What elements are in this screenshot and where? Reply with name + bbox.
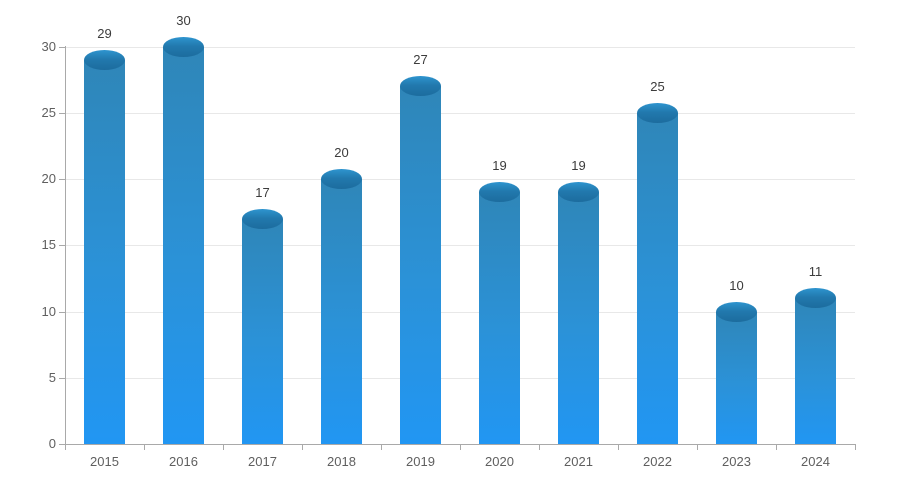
x-tick-label: 2018 — [327, 454, 356, 469]
bar-value-label: 27 — [413, 52, 428, 68]
y-axis-tick — [59, 46, 65, 48]
bar-value-label: 11 — [808, 264, 823, 280]
y-axis-line — [65, 46, 66, 445]
bar-value-label: 10 — [729, 277, 744, 293]
y-axis-tick — [59, 311, 65, 313]
bar-value-label: 19 — [571, 158, 586, 174]
y-tick-label: 5 — [48, 369, 56, 385]
y-axis-tick — [59, 179, 65, 180]
y-tick-label: 0 — [48, 436, 56, 451]
bar-top-ellipse — [242, 208, 283, 229]
bar — [84, 59, 125, 445]
bar — [558, 192, 599, 445]
x-tick-label: 2016 — [169, 454, 198, 469]
x-tick-label: 2019 — [406, 454, 435, 469]
bar-value-label: 17 — [255, 184, 270, 200]
bar — [637, 112, 678, 445]
gridline — [65, 179, 855, 180]
x-tick-label: 2020 — [485, 454, 514, 469]
y-tick-label: 10 — [41, 303, 56, 319]
x-tick-label: 2023 — [722, 454, 751, 469]
gridline — [65, 112, 855, 114]
x-axis-tick — [223, 444, 224, 450]
y-tick-label: 20 — [41, 171, 56, 186]
x-axis-tick — [302, 444, 303, 450]
x-axis-tick — [381, 444, 382, 450]
bar-top-ellipse — [163, 36, 204, 57]
bar-top-ellipse — [400, 76, 441, 97]
bar-value-label: 30 — [176, 12, 191, 28]
bar-top-ellipse — [637, 102, 678, 123]
bar — [716, 311, 757, 444]
bar-top-ellipse — [558, 182, 599, 203]
bar-top-ellipse — [84, 49, 125, 70]
y-axis-tick — [59, 245, 65, 247]
y-tick-label: 30 — [41, 38, 56, 54]
y-axis-tick — [59, 377, 65, 379]
bar — [242, 218, 283, 445]
x-axis-tick — [855, 444, 856, 450]
gridline — [65, 245, 855, 247]
y-axis-tick — [59, 444, 65, 445]
gridline — [65, 46, 855, 48]
gridline — [65, 377, 855, 379]
bar-top-ellipse — [479, 182, 520, 203]
y-tick-label: 15 — [41, 237, 56, 253]
bar — [321, 179, 362, 444]
bar-top-ellipse — [321, 169, 362, 189]
bar-value-label: 19 — [492, 158, 507, 174]
bar-value-label: 20 — [334, 145, 349, 160]
x-axis-tick — [776, 444, 777, 450]
y-axis-tick — [59, 112, 65, 114]
bar — [163, 46, 204, 444]
x-tick-label: 2022 — [643, 454, 672, 469]
bar — [479, 192, 520, 445]
bar-value-label: 29 — [97, 25, 112, 41]
bar — [400, 86, 441, 445]
x-tick-label: 2024 — [801, 454, 830, 469]
gridline — [65, 311, 855, 313]
bar-top-ellipse — [716, 301, 757, 322]
x-axis-tick — [65, 444, 66, 450]
y-tick-label: 25 — [41, 104, 56, 120]
x-axis-tick — [697, 444, 698, 450]
x-axis-tick — [618, 444, 619, 450]
x-tick-label: 2017 — [248, 454, 277, 469]
bar-top-ellipse — [795, 288, 836, 309]
bar-value-label: 25 — [650, 78, 665, 94]
bar — [795, 298, 836, 445]
x-axis-tick — [539, 444, 540, 450]
x-axis-tick — [460, 444, 461, 450]
x-tick-label: 2015 — [90, 454, 119, 469]
x-axis-tick — [144, 444, 145, 450]
x-tick-label: 2021 — [564, 454, 593, 469]
